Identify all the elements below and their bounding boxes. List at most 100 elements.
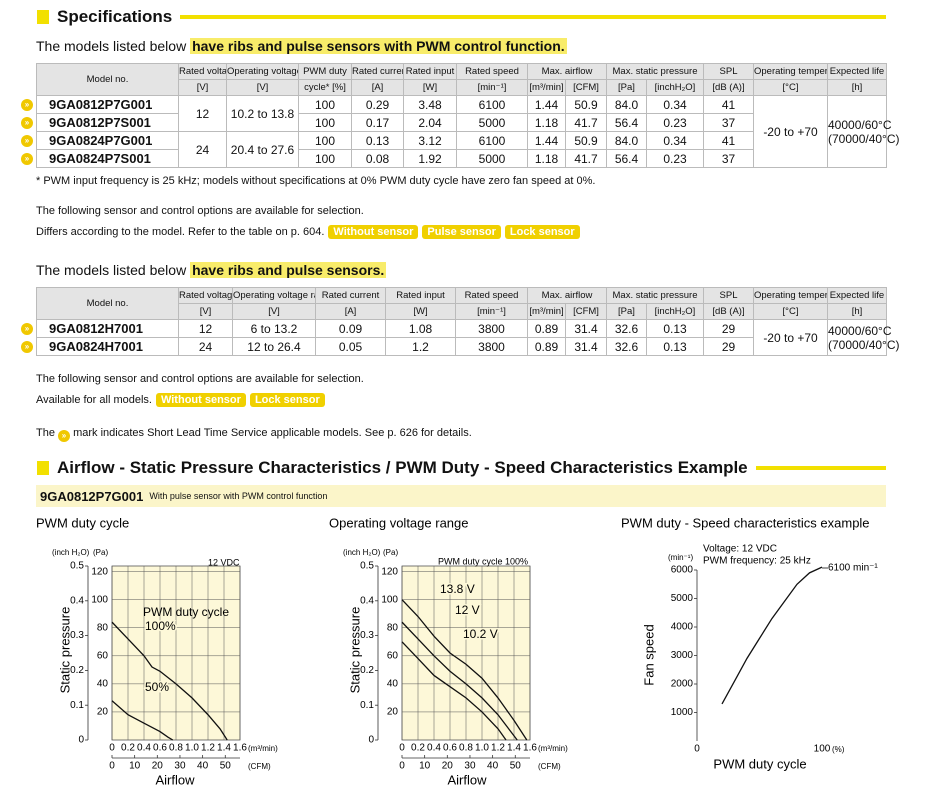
column-unit: [W] — [403, 79, 457, 96]
x2-tick-label: 10 — [419, 761, 431, 772]
shared-line: (70000/40°C) — [828, 131, 900, 146]
curve — [401, 621, 518, 741]
shared-cell: -20 to +70 — [753, 319, 828, 356]
y-unit: (min⁻¹) — [668, 553, 693, 562]
column-unit: [Pa] — [606, 79, 647, 96]
y2-tick-label: 0.4 — [360, 595, 374, 606]
model-name: 9GA0812H7001 — [49, 321, 143, 336]
value-cell: 31.4 — [565, 337, 607, 356]
curve-label: 10.2 V — [463, 627, 498, 641]
y-tick-label: 6000 — [671, 565, 694, 576]
column-unit: [V] — [178, 303, 233, 320]
value-cell: 41 — [703, 131, 754, 150]
value-cell: 100 — [298, 149, 352, 168]
lead-time-icon: » — [21, 117, 33, 129]
value-cell: 0.23 — [646, 149, 704, 168]
lead-time-icon: » — [21, 153, 33, 165]
column-unit: [min⁻¹] — [456, 79, 528, 96]
y2-unit: (inch H₂O) — [52, 548, 90, 557]
lead-time-icon: » — [58, 430, 71, 442]
x2-tick-label: 0 — [109, 761, 115, 772]
column-header: SPL — [703, 63, 754, 80]
column-unit: [V] — [232, 303, 316, 320]
value-cell: 5000 — [456, 113, 528, 132]
y2-tick-label: 0.2 — [70, 665, 84, 676]
x2-tick-label: 30 — [464, 761, 476, 772]
x2-tick-label: 20 — [442, 761, 454, 772]
intro-text: The models listed below — [36, 262, 187, 278]
x2-unit: (CFM) — [538, 762, 561, 771]
y-tick-label: 1000 — [671, 707, 694, 718]
y2-tick-label: 0 — [368, 735, 374, 746]
column-unit: [V] — [226, 79, 299, 96]
column-header: Rated speed — [455, 287, 528, 304]
option-badge: Pulse sensor — [422, 225, 501, 239]
model-note: With pulse sensor with PWM control funct… — [149, 491, 328, 501]
chart-title: PWM duty - Speed characteristics example — [621, 515, 870, 530]
value-cell: 0.13 — [351, 131, 404, 150]
column-header: Operating voltage range — [226, 63, 299, 80]
y-tick-label: 80 — [97, 622, 109, 633]
y-tick-label: 3000 — [671, 650, 694, 661]
curve-label: 13.8 V — [440, 582, 475, 596]
y-axis-label: Fan speed — [641, 624, 656, 685]
legend-text: mark indicates Short Lead Time Service a… — [73, 427, 472, 439]
end-label: 6100 min⁻¹ — [828, 563, 878, 574]
chart-title: PWM duty cycle — [36, 515, 129, 530]
chart-title: Operating voltage range — [329, 515, 468, 530]
y-tick-label: 120 — [91, 566, 108, 577]
column-header: Max. airflow — [527, 63, 607, 80]
column-unit: [min⁻¹] — [455, 303, 528, 320]
annotation: 12 VDC — [208, 557, 240, 567]
value-cell: 0.29 — [351, 95, 404, 114]
option-badge: Lock sensor — [504, 225, 580, 239]
legend-note: The » mark indicates Short Lead Time Ser… — [36, 427, 472, 442]
intro-highlight: have ribs and pulse sensors. — [190, 262, 387, 278]
model-name: 9GA0824P7S001 — [49, 151, 151, 166]
options-text: Available for all models. — [36, 394, 152, 406]
x-tick-label: 0.4 — [427, 743, 441, 754]
y2-tick-label: 0.4 — [70, 595, 84, 606]
header-row: [V] [V] cycle* [%] [A] [W] [min⁻¹] [m³/min] [CF… — [37, 79, 887, 96]
y-unit: (Pa) — [383, 548, 398, 557]
model-row: » 9GA0824H7001 24 12 to 26.4 0.05 1.2 3800 0.89… — [21, 337, 887, 356]
x-tick-label: 1.6 — [233, 743, 247, 754]
model-name: 9GA0812P7S001 — [49, 115, 151, 130]
x-tick-label: 0.8 — [459, 743, 473, 754]
annotation: PWM frequency: 25 kHz — [703, 556, 811, 567]
group-cell: 24 — [178, 337, 233, 356]
column-unit: [inchH₂O] — [646, 79, 704, 96]
curve — [401, 599, 528, 741]
section-title: Specifications — [57, 7, 173, 26]
y-tick-label: 20 — [97, 707, 109, 718]
value-cell: 3.12 — [403, 131, 457, 150]
x2-tick-label: 50 — [220, 761, 232, 772]
shared-line: (70000/40°C) — [828, 337, 900, 352]
model-cell: » 9GA0824P7G001 — [21, 131, 179, 150]
annotation: Voltage: 12 VDC — [703, 544, 777, 555]
lead-time-icon: » — [21, 135, 33, 147]
y-tick-label: 20 — [387, 707, 399, 718]
model-row: » 9GA0812P7S001 100 0.17 2.04 5000 1.18 41.7 56.… — [21, 113, 887, 132]
shared-cell: 40000/60°C (70000/40°C) — [827, 319, 900, 356]
y2-tick-label: 0.1 — [70, 700, 84, 711]
y-tick-label: 60 — [387, 650, 399, 661]
option-badge: Without sensor — [328, 225, 419, 239]
intro-text: The models listed below — [36, 38, 187, 54]
x-tick-label: 0 — [109, 743, 115, 754]
y2-tick-label: 0.3 — [70, 630, 84, 641]
annotation: PWM duty cycle 100% — [438, 556, 528, 566]
y2-tick-label: 0.3 — [360, 630, 374, 641]
y-unit: (Pa) — [93, 548, 108, 557]
column-header: SPL — [703, 287, 754, 304]
column-header: Expected life — [827, 287, 887, 304]
shared-cell: 40000/60°C (70000/40°C) — [827, 95, 900, 168]
model-row: » 9GA0812H7001 12 6 to 13.2 0.09 1.08 3800 0.89… — [21, 319, 900, 356]
x-axis-label: Airflow — [447, 772, 487, 787]
y2-tick-label: 0.1 — [360, 700, 374, 711]
x-tick-label: 0 — [694, 744, 700, 755]
x-tick-label: 1.0 — [185, 743, 199, 754]
